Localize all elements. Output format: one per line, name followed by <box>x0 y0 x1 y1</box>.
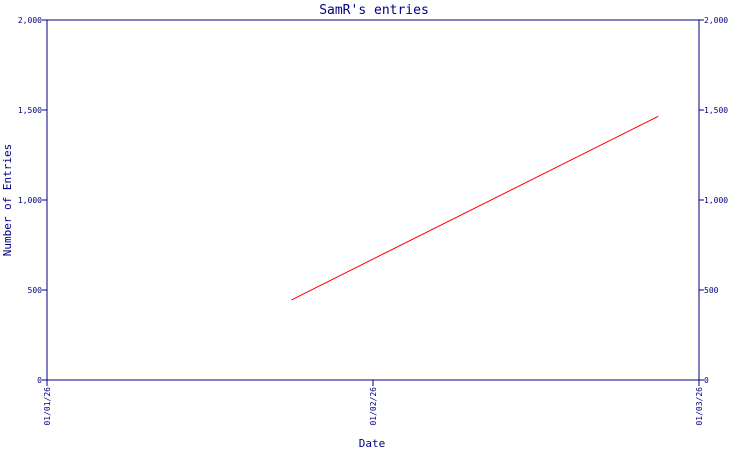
y-tick-label-right: 1,000 <box>704 196 728 205</box>
y-tick-label-left: 1,000 <box>18 196 42 205</box>
plot-area <box>46 19 700 381</box>
y-axis-label: Number of Entries <box>1 144 14 257</box>
series-group <box>291 115 659 301</box>
x-tick-label: 01/02/26 <box>369 387 378 426</box>
y-tick-label-right: 0 <box>704 376 709 385</box>
y-tick-label-left: 2,000 <box>18 16 42 25</box>
x-axis-label: Date <box>359 437 386 450</box>
x-tick-label: 01/03/26 <box>695 387 704 426</box>
chart-title: SamR's entries <box>319 3 429 18</box>
y-tick-label-left: 500 <box>28 286 43 295</box>
y-tick-label-right: 2,000 <box>704 16 728 25</box>
y-axis-ticks: 0 0 500 500 1,000 1,000 1,500 1,500 2,000 2,000 <box>18 16 728 385</box>
y-tick-label-left: 0 <box>37 376 42 385</box>
y-tick-label-left: 1,500 <box>18 106 42 115</box>
series-line <box>291 115 659 301</box>
x-axis-ticks: 01/01/26 01/02/26 01/03/26 <box>43 380 704 426</box>
x-tick-label: 01/01/26 <box>43 387 52 426</box>
y-tick-label-right: 1,500 <box>704 106 728 115</box>
y-tick-label-right: 500 <box>704 286 719 295</box>
